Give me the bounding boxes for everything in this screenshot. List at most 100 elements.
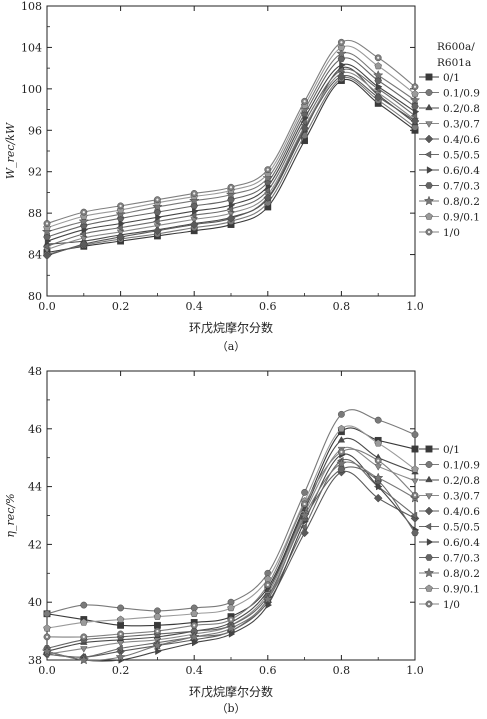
legend-marker: [425, 445, 433, 453]
data-point: [116, 615, 125, 623]
legend-label: 0.8/0.2: [443, 196, 480, 208]
legend-item: 0.9/0.1: [419, 584, 480, 596]
legend-item: 0.4/0.6: [419, 506, 480, 518]
series-1-0: [43, 448, 419, 641]
x-tick-label: 0.6: [259, 664, 277, 677]
data-point: [152, 201, 163, 212]
data-point: [300, 523, 307, 531]
x-tick-label: 1.0: [406, 664, 424, 677]
data-point: [42, 251, 52, 260]
data-point: [43, 633, 51, 641]
data-point: [78, 216, 89, 226]
data-point: [42, 242, 50, 250]
data-point: [190, 621, 198, 629]
data-point: [225, 622, 237, 633]
legend-label: 0.4/0.6: [443, 506, 480, 518]
data-point: [117, 202, 125, 210]
data-point: [117, 630, 125, 638]
x-tick-label: 0.0: [38, 664, 56, 677]
x-tick-label: 0.4: [185, 300, 203, 313]
data-point: [41, 226, 53, 237]
data-point: [410, 511, 418, 520]
legend-item: 0.3/0.7: [419, 119, 480, 131]
data-point: [116, 640, 125, 647]
series-line: [46, 76, 416, 256]
legend-marker: [426, 538, 434, 546]
data-point: [265, 601, 273, 609]
legend-marker: [425, 103, 433, 111]
legend-item: 0.7/0.3: [419, 181, 480, 193]
chart-a: 0.0 0.2 0.4 0.6 0.8 1.0 80 84 88 92 96 100 104 108 环戊烷…: [4, 0, 480, 353]
data-point: [337, 72, 346, 81]
data-point: [155, 213, 162, 221]
data-point: [153, 621, 161, 629]
legend-marker: [424, 134, 434, 144]
legend-marker: [425, 584, 433, 592]
legend-marker: [424, 506, 434, 516]
data-point: [374, 416, 382, 424]
data-point: [301, 500, 308, 508]
legend-item: 0.1/0.9: [419, 88, 480, 100]
y-axis-label: W_rec/kW: [4, 121, 17, 179]
legend-label: 0.1/0.9: [443, 460, 480, 472]
data-point: [411, 465, 419, 473]
data-point: [409, 94, 421, 105]
data-point: [192, 207, 199, 215]
data-point: [374, 54, 382, 62]
y-tick-label: 88: [28, 207, 42, 220]
legend-marker: [426, 166, 434, 174]
series-0-1: [43, 427, 419, 629]
data-point: [155, 647, 162, 656]
legend-label: 0/1: [443, 444, 460, 456]
data-point: [373, 472, 384, 483]
data-point: [153, 612, 162, 620]
x-axis-label: 环戊烷摩尔分数: [189, 684, 273, 699]
data-point: [190, 609, 198, 617]
data-point: [117, 604, 125, 612]
data-point: [78, 654, 89, 665]
data-point: [115, 208, 126, 219]
data-point: [228, 201, 236, 209]
x-tick-label: 0.4: [185, 664, 203, 677]
legend-item: 0.4/0.6: [419, 134, 480, 146]
legend-title: R601a: [437, 57, 471, 69]
legend-marker: [425, 554, 433, 561]
series-0.9-0.1: [43, 424, 419, 632]
data-point: [41, 646, 53, 656]
data-point: [189, 195, 200, 206]
data-point: [373, 70, 384, 80]
x-tick-label: 0.8: [333, 664, 351, 677]
data-point: [376, 482, 383, 491]
legend-label: 0/1: [443, 72, 460, 84]
legend-label: 1/0: [443, 227, 460, 239]
series-0.1-0.9: [43, 409, 419, 618]
data-point: [263, 193, 273, 202]
data-point: [412, 107, 420, 116]
legend-marker: [424, 522, 432, 531]
x-tick-label: 0.2: [112, 300, 130, 313]
legend-marker: [425, 182, 433, 189]
data-point: [80, 646, 88, 653]
series-0.4-0.6: [42, 72, 420, 260]
legend-label: 0.4/0.6: [443, 134, 480, 146]
figure-caption: （a）: [217, 340, 246, 353]
legend-label: 0.6/0.4: [443, 165, 480, 177]
y-tick-label: 108: [21, 0, 42, 13]
data-point: [262, 593, 273, 604]
data-point: [80, 601, 88, 609]
legend-marker: [423, 195, 435, 206]
data-point: [118, 219, 125, 228]
legend-marker: [425, 475, 433, 483]
data-point: [225, 189, 237, 199]
series-line: [46, 427, 416, 627]
data-point: [376, 83, 383, 91]
data-point: [227, 616, 235, 623]
series-0.8-0.2: [41, 48, 421, 237]
data-point: [373, 92, 383, 102]
data-point: [411, 529, 419, 537]
data-point: [373, 493, 383, 503]
y-tick-label: 38: [28, 654, 42, 667]
data-point: [411, 431, 419, 438]
legend-marker: [425, 73, 433, 81]
legend: 0/1 0.1/0.9 0.2/0.8 0.3/0.7 0.4/0.6 0.5/0.5 0.…: [419, 444, 480, 611]
